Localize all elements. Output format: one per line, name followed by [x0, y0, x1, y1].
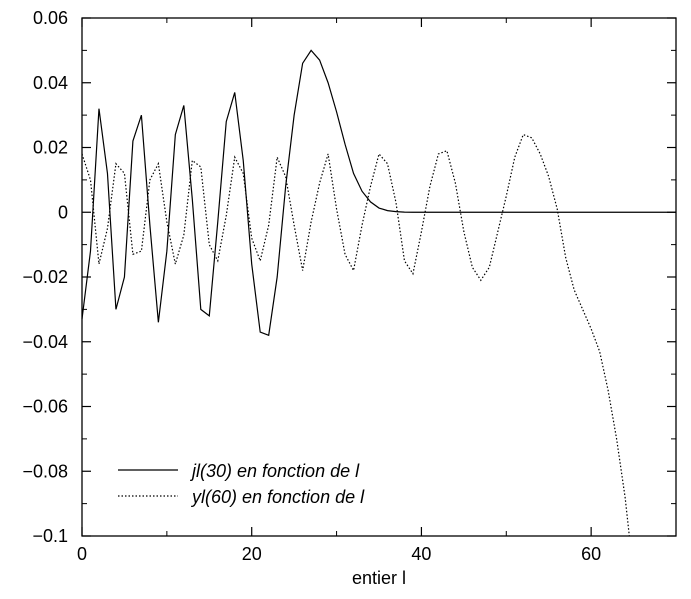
series-layer	[81, 49, 676, 537]
series-line-yl60	[81, 133, 630, 537]
legend-label-jl30: jl(30) en fonction de l	[189, 461, 360, 481]
x-axis-title: entier l	[352, 568, 406, 588]
axis-tick-labels: −0.1 −0.08 −0.06 −0.04 −0.02 0 0.02 0.04 0.06 0 20…	[22, 8, 601, 564]
y-tick-label: 0	[58, 202, 68, 222]
y-tick-label: −0.1	[32, 526, 68, 546]
y-tick-label: −0.06	[22, 397, 68, 417]
y-tick-label: −0.04	[22, 332, 68, 352]
axis-ticks	[81, 17, 677, 537]
y-tick-label: −0.02	[22, 267, 68, 287]
x-tick-label: 20	[242, 544, 262, 564]
legend: jl(30) en fonction de l yl(60) en foncti…	[118, 461, 365, 507]
legend-label-yl60: yl(60) en fonction de l	[190, 487, 365, 507]
x-tick-label: 0	[77, 544, 87, 564]
y-tick-label: 0.04	[33, 73, 68, 93]
series-line-jl30	[81, 49, 676, 337]
plot-frame	[81, 17, 677, 537]
y-tick-label: 0.06	[33, 8, 68, 28]
y-tick-label: −0.08	[22, 461, 68, 481]
x-tick-label: 40	[411, 544, 431, 564]
x-tick-label: 60	[581, 544, 601, 564]
y-tick-label: 0.02	[33, 138, 68, 158]
